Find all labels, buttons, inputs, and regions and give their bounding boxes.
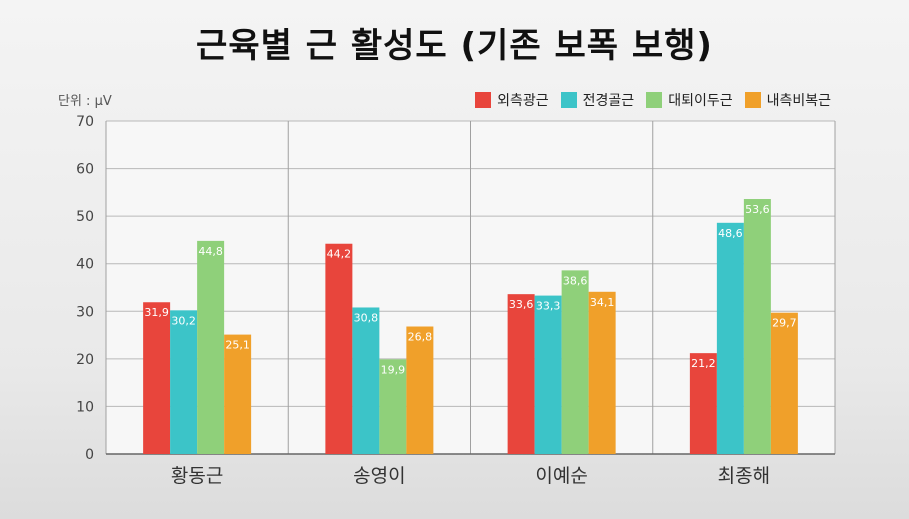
x-tick-label: 최종해 — [718, 465, 770, 487]
x-tick-label: 황동근 — [171, 465, 223, 487]
y-tick-label: 50 — [76, 209, 94, 225]
bar — [352, 307, 380, 454]
data-label: 25,1 — [225, 339, 250, 352]
bar — [534, 295, 562, 454]
bar — [197, 240, 225, 454]
data-label: 30,8 — [354, 311, 379, 324]
y-tick-label: 40 — [76, 257, 94, 273]
legend-swatch — [475, 92, 492, 108]
legend-swatch — [646, 92, 663, 108]
data-label: 31,9 — [144, 306, 169, 319]
legend-label: 내측비복근 — [766, 93, 831, 109]
data-label: 38,6 — [563, 274, 588, 287]
bar — [224, 334, 252, 454]
data-label: 19,9 — [381, 363, 406, 376]
y-tick-label: 70 — [76, 114, 94, 130]
y-tick-label: 10 — [76, 399, 94, 415]
data-label: 33,6 — [509, 298, 534, 311]
y-tick-label: 0 — [85, 447, 94, 463]
data-label: 26,8 — [408, 331, 433, 344]
bar — [507, 294, 535, 454]
data-label: 53,6 — [745, 203, 770, 216]
data-label: 33,3 — [536, 300, 561, 313]
bar — [143, 302, 171, 454]
bar — [406, 326, 434, 454]
bar — [743, 199, 771, 454]
bar — [770, 312, 798, 454]
legend: 외측광근 전경골근 대퇴이두근 내측비복근 — [475, 90, 831, 110]
bar — [689, 353, 717, 454]
legend-item: 전경골근 — [560, 90, 635, 110]
data-label: 34,1 — [590, 296, 615, 309]
x-tick-label: 이예순 — [535, 465, 587, 487]
data-label: 44,2 — [327, 248, 352, 261]
bar — [170, 310, 198, 454]
y-tick-label: 60 — [76, 162, 94, 178]
bar — [716, 222, 744, 454]
data-label: 30,2 — [171, 314, 196, 327]
y-tick-label: 20 — [76, 352, 94, 368]
data-label: 44,8 — [198, 245, 223, 258]
legend-label: 전경골근 — [582, 93, 635, 109]
unit-label: 단위 : μV — [58, 94, 112, 109]
bar — [379, 359, 407, 454]
y-tick-label: 30 — [76, 304, 94, 320]
bar — [561, 270, 589, 454]
legend-swatch — [744, 92, 761, 108]
legend-item: 대퇴이두근 — [646, 90, 733, 110]
legend-label: 외측광근 — [497, 93, 549, 109]
legend-item: 내측비복근 — [744, 90, 831, 110]
data-label: 29,7 — [772, 317, 797, 330]
chart-title: 근육별 근 활성도 (기존 보폭 보행) — [196, 26, 713, 66]
legend-label: 대퇴이두근 — [668, 93, 733, 109]
data-label: 21,2 — [691, 357, 716, 370]
legend-swatch — [560, 92, 577, 108]
bar — [325, 243, 353, 454]
legend-item: 외측광근 — [475, 90, 549, 110]
bar — [588, 291, 616, 454]
x-tick-label: 송영이 — [353, 465, 405, 487]
data-label: 48,6 — [718, 227, 743, 240]
